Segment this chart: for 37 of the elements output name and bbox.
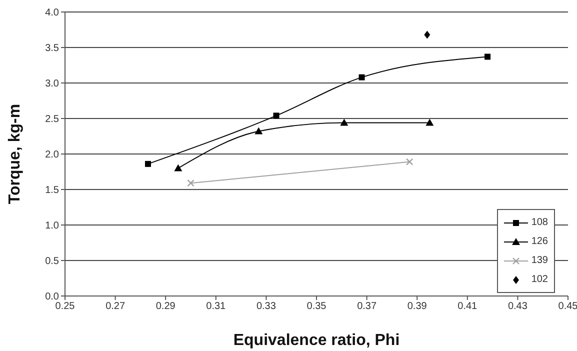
y-tick-label: 1.0 (45, 220, 60, 232)
x-tick-label: 0.35 (306, 301, 327, 312)
point (254, 127, 263, 134)
y-tick-label: 3.5 (45, 43, 60, 54)
x-tick-label: 0.33 (256, 301, 276, 312)
x-tick-label: 0.37 (357, 301, 377, 312)
point (426, 118, 434, 126)
legend-label: 139 (531, 255, 548, 266)
point (484, 54, 491, 60)
point (424, 30, 430, 39)
y-tick-label: 1.5 (45, 185, 60, 196)
y-axis-title: Torque, kg-m (6, 104, 24, 204)
point (340, 118, 348, 126)
x-tick-label: 0.41 (458, 301, 478, 312)
point (174, 164, 182, 172)
y-tick-label: 3.0 (45, 78, 60, 90)
x-tick-label: 0.31 (206, 301, 226, 312)
legend-label: 108 (531, 217, 548, 228)
x-tick-label: 0.45 (558, 301, 577, 312)
x-axis-title: Equivalence ratio, Phi (233, 332, 400, 349)
x-tick-label: 0.43 (508, 301, 528, 312)
y-tick-label: 4.0 (45, 8, 60, 19)
x-tick-label: 0.25 (55, 301, 76, 312)
y-tick-label: 0.5 (45, 256, 60, 268)
point (144, 160, 151, 167)
y-tick-label: 2.0 (45, 150, 60, 161)
point (406, 158, 414, 166)
legend-label: 102 (531, 274, 548, 285)
legend-label: 126 (531, 236, 548, 247)
y-tick-label: 2.5 (45, 114, 60, 126)
x-tick-label: 0.29 (156, 301, 176, 312)
point (273, 112, 280, 119)
y-tick-label: 0.0 (45, 292, 60, 303)
x-tick-label: 0.39 (407, 301, 428, 312)
x-tick-label: 0.27 (106, 301, 126, 312)
point (187, 180, 194, 187)
point (358, 74, 365, 80)
